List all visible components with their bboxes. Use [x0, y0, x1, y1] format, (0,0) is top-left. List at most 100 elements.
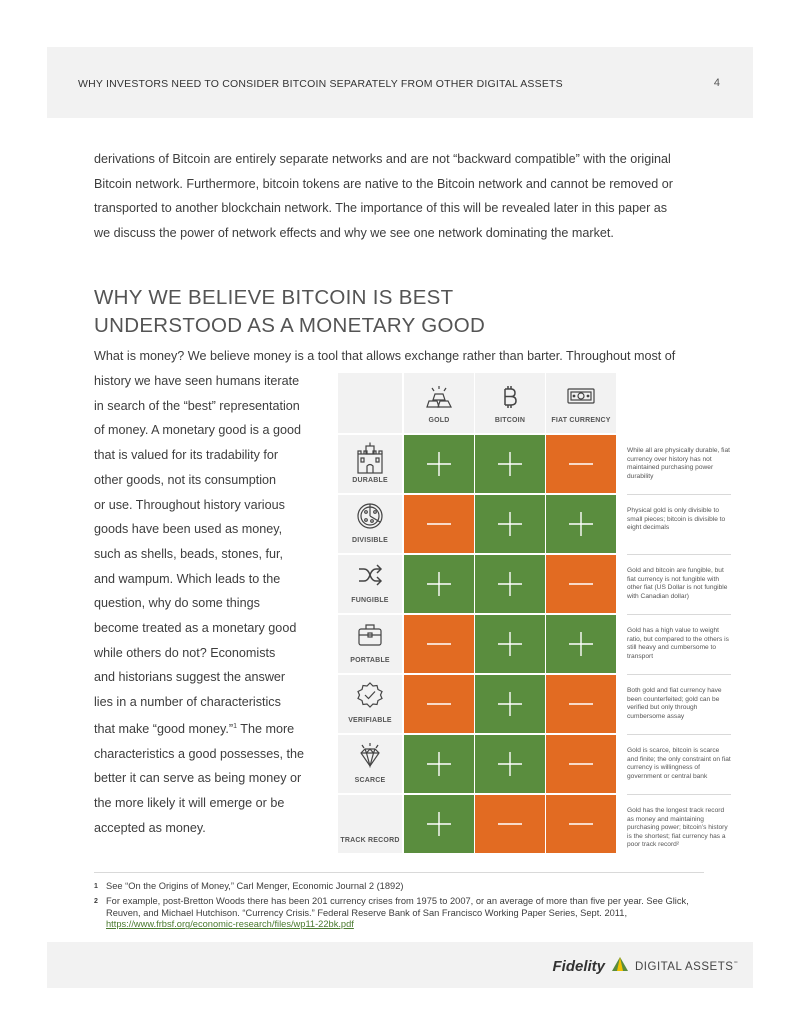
body-line: and historians suggest the answer [94, 670, 286, 685]
body-line: lies in a number of characteristics [94, 695, 281, 710]
footnote-2: 2 For example, post-Bretton Woods there … [94, 896, 704, 931]
intro-paragraph: derivations of Bitcoin are entirely sepa… [94, 147, 714, 246]
minus-icon [569, 763, 593, 765]
body-line-text: that make “good money.” [94, 722, 234, 737]
plus-icon [498, 632, 522, 656]
footnote-divider [94, 872, 704, 873]
body-line: goods have been used as money, [94, 522, 283, 537]
header-title: WHY INVESTORS NEED TO CONSIDER BITCOIN S… [78, 78, 563, 90]
intro-line: we discuss the power of network effects … [94, 226, 614, 241]
body-line: accepted as money. [94, 820, 206, 835]
bitcoin-icon [475, 385, 545, 414]
row-label: SCARCE [354, 777, 386, 784]
brand-sub-text: DIGITAL ASSETS [635, 960, 734, 973]
page-number: 4 [713, 77, 720, 89]
cell-fiat-currency-plus [546, 495, 616, 553]
intro-line: transported to another blockchain networ… [94, 201, 668, 216]
cell-bitcoin-plus [475, 555, 545, 613]
gold-bars-icon [404, 385, 474, 416]
body-line: or use. Throughout history various [94, 497, 285, 512]
plus-icon [569, 632, 593, 656]
row-header-durable: DURABLE [338, 435, 402, 493]
banknote-icon [546, 385, 616, 412]
brand-logo: Fidelity DIGITAL ASSETS℠ [552, 956, 739, 977]
brand-subtitle: DIGITAL ASSETS℠ [635, 961, 739, 973]
row-note: Gold has the longest track record as mon… [627, 807, 728, 849]
note-divider [627, 554, 731, 555]
row-label: PORTABLE [350, 657, 390, 664]
column-header-gold: GOLD [404, 373, 474, 433]
cell-gold-plus [404, 795, 474, 853]
body-line: question, why do some things [94, 596, 260, 611]
cell-gold-plus [404, 435, 474, 493]
row-header-verifiable: VERIFIABLE [338, 675, 402, 733]
row-header-portable: PORTABLE [338, 615, 402, 673]
body-line: characteristics a good possesses, the [94, 746, 305, 761]
cell-fiat-currency-minus [546, 435, 616, 493]
row-note: Gold and bitcoin are fungible, but fiat … [627, 567, 728, 600]
footnote-1: 1 See “On the Origins of Money,” Carl Me… [94, 881, 704, 893]
body-line-tail: The more [236, 722, 295, 737]
minus-icon [427, 703, 451, 705]
column-label: FIAT CURRENCY [551, 417, 611, 424]
plus-icon [498, 692, 522, 716]
minus-icon [427, 643, 451, 645]
body-column: history we have seen humans iterate in s… [94, 369, 334, 841]
note-divider [627, 794, 731, 795]
cell-gold-plus [404, 735, 474, 793]
row-header-fungible: FUNGIBLE [338, 555, 402, 613]
footnote-text: For example, post-Bretton Woods there ha… [106, 896, 689, 918]
plus-icon [427, 452, 451, 476]
cell-gold-minus [404, 495, 474, 553]
cell-bitcoin-plus [475, 735, 545, 793]
row-note: Physical gold is only divisible to small… [627, 507, 726, 532]
column-label: BITCOIN [494, 417, 526, 424]
pizza-icon [338, 502, 402, 535]
section-title-line: WHY WE BELIEVE BITCOIN IS BEST [94, 286, 454, 309]
minus-icon [569, 463, 593, 465]
page-footer: Fidelity DIGITAL ASSETS℠ [47, 942, 753, 988]
plus-icon [427, 752, 451, 776]
cell-fiat-currency-minus [546, 735, 616, 793]
row-label: DURABLE [352, 477, 388, 484]
footnote-number: 2 [94, 898, 98, 905]
minus-icon [498, 823, 522, 825]
minus-icon [569, 823, 593, 825]
row-header-divisible: DIVISIBLE [338, 495, 402, 553]
row-label: DIVISIBLE [351, 537, 389, 544]
note-divider [627, 734, 731, 735]
footnote-link[interactable]: https://www.frbsf.org/economic-research/… [106, 919, 354, 930]
body-line: while others do not? Economists [94, 645, 276, 660]
pyramid-logo-icon [611, 956, 629, 977]
footnote-ref[interactable]: 1 [233, 722, 237, 730]
plus-icon [498, 572, 522, 596]
cell-fiat-currency-minus [546, 555, 616, 613]
cell-fiat-currency-plus [546, 615, 616, 673]
body-line: become treated as a monetary good [94, 621, 297, 636]
body-line: better it can serve as being money or [94, 771, 302, 786]
lead-line: What is money? We believe money is a too… [94, 349, 676, 363]
briefcase-icon [338, 622, 402, 653]
shuffle-icon [338, 562, 402, 593]
note-divider [627, 494, 731, 495]
note-divider [627, 674, 731, 675]
castle-icon [338, 442, 402, 479]
body-line: of money. A monetary good is a good [94, 423, 301, 438]
footnote-text: See “On the Origins of Money,” Carl Meng… [106, 881, 404, 891]
cell-fiat-currency-minus [546, 795, 616, 853]
intro-line: derivations of Bitcoin are entirely sepa… [94, 152, 671, 166]
column-header-fiat-currency: FIAT CURRENCY [546, 373, 616, 433]
service-mark: ℠ [733, 960, 739, 967]
body-line: other goods, not its consumption [94, 472, 277, 487]
cell-bitcoin-plus [475, 435, 545, 493]
row-label: VERIFIABLE [348, 717, 392, 724]
minus-icon [427, 523, 451, 525]
row-label: TRACK RECORD [340, 837, 400, 844]
minus-icon [569, 583, 593, 585]
row-note: Gold has a high value to weight ratio, b… [627, 627, 729, 660]
column-label: GOLD [428, 417, 450, 424]
plus-icon [498, 512, 522, 536]
cell-gold-minus [404, 675, 474, 733]
cell-fiat-currency-minus [546, 675, 616, 733]
cell-bitcoin-plus [475, 615, 545, 673]
